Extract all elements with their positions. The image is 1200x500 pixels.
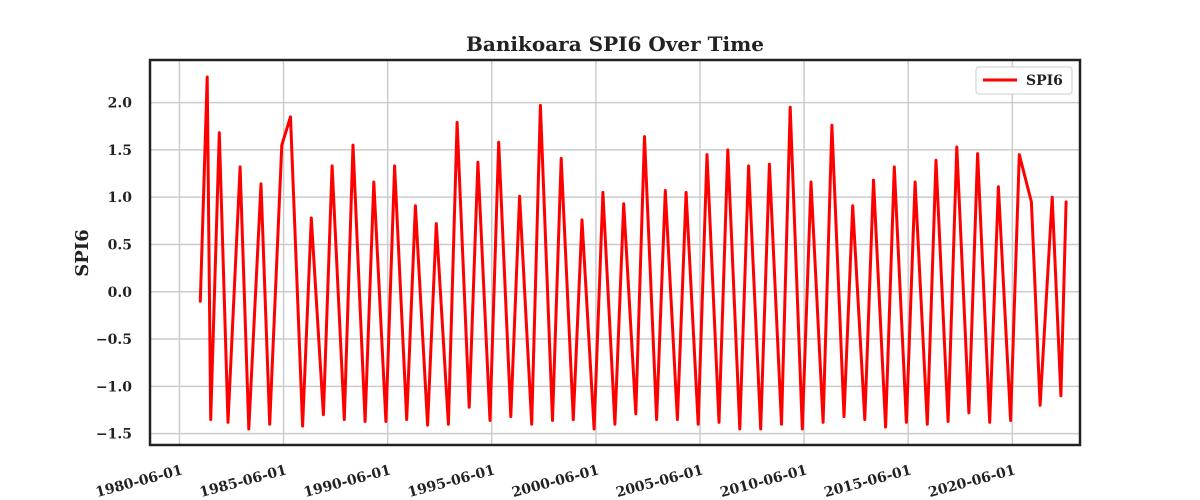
x-tick-label: 1990-06-01 (302, 462, 393, 500)
y-tick-label: 0.5 (108, 237, 132, 253)
series-layer (198, 75, 1068, 431)
chart-title: Banikoara SPI6 Over Time (466, 32, 764, 56)
x-tick-label: 2005-06-01 (614, 462, 705, 500)
y-axis-label: SPI6 (72, 229, 93, 276)
x-tick-label: 2020-06-01 (927, 462, 1018, 500)
series-line-spi6 (198, 75, 1068, 431)
legend: SPI6 (975, 66, 1073, 95)
y-tick-label: 2.0 (108, 96, 133, 112)
y-tick-label: −1.0 (96, 379, 132, 395)
y-tick-label: 0.0 (108, 285, 133, 301)
x-tick-label: 1980-06-01 (94, 462, 185, 500)
x-tick-label: 2010-06-01 (718, 462, 809, 500)
legend-label: SPI6 (1026, 73, 1063, 89)
y-axis-ticks: −1.5 −1.0 −0.5 0.0 0.5 1.0 1.5 2.0 (96, 96, 132, 443)
y-tick-label: −0.5 (96, 332, 132, 348)
x-axis-ticks: 1980-06-01 1985-06-01 1990-06-01 1995-06-01… (94, 462, 1018, 500)
x-tick-label: 2000-06-01 (510, 462, 601, 500)
legend-box (975, 66, 1073, 95)
y-tick-label: 1.5 (108, 143, 132, 159)
x-tick-label: 1985-06-01 (198, 462, 289, 500)
plot-frame (148, 58, 1082, 447)
x-tick-label: 1995-06-01 (406, 462, 497, 500)
y-tick-label: 1.0 (108, 190, 133, 206)
x-tick-label: 2015-06-01 (823, 462, 914, 500)
y-tick-label: −1.5 (96, 427, 132, 443)
